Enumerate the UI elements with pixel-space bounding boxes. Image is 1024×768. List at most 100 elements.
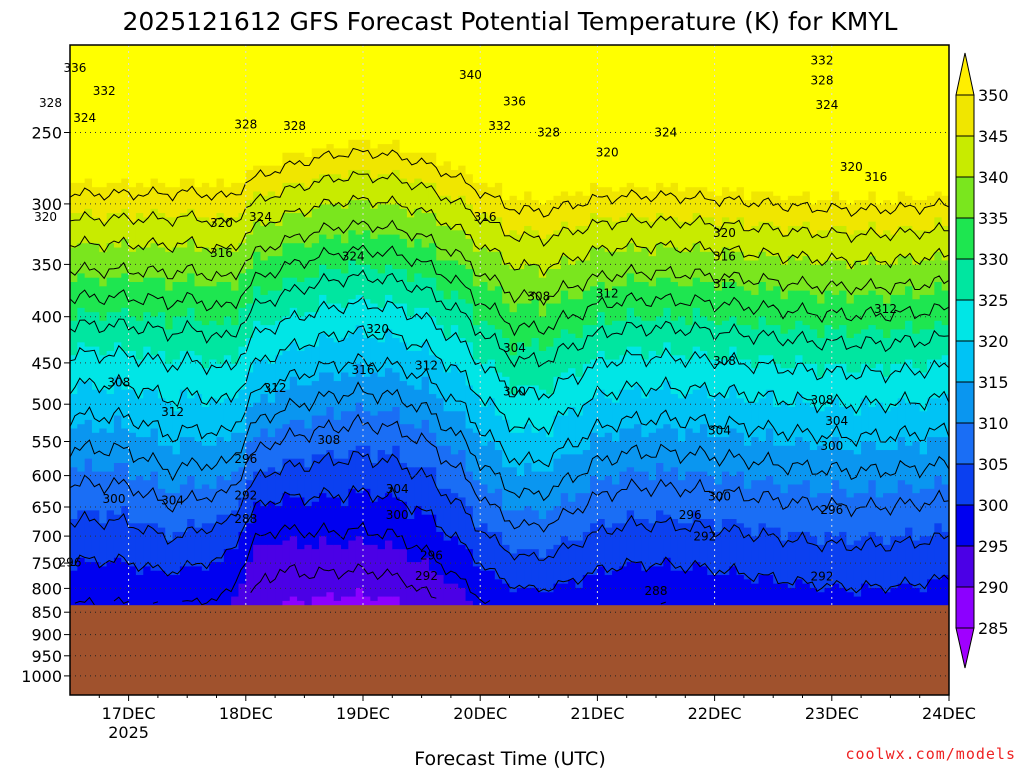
theta-band-cell <box>853 415 862 455</box>
theta-band-cell <box>773 527 782 585</box>
theta-band-cell <box>868 480 877 533</box>
theta-band-cell <box>502 200 511 236</box>
theta-band-cell <box>172 45 181 188</box>
theta-band-cell <box>809 45 818 206</box>
theta-band-cell <box>216 247 225 283</box>
theta-band-cell <box>721 247 730 283</box>
theta-band-cell <box>143 247 152 279</box>
theta-band-cell <box>392 497 401 550</box>
theta-band-cell <box>809 204 818 236</box>
theta-band-cell <box>414 152 423 180</box>
theta-band-cell <box>626 389 635 430</box>
theta-band-cell <box>443 411 452 447</box>
theta-band-cell <box>282 152 291 184</box>
theta-band-cell <box>311 312 320 348</box>
theta-band-cell <box>905 527 913 585</box>
theta-band-cell <box>275 506 284 546</box>
theta-band-cell <box>546 592 555 606</box>
theta-band-cell <box>355 45 364 141</box>
theta-band-cell <box>487 251 496 292</box>
theta-band-cell <box>406 182 415 218</box>
theta-band-cell <box>231 45 240 184</box>
theta-band-cell <box>363 139 371 171</box>
theta-band-cell <box>326 544 335 593</box>
theta-band-cell <box>297 213 305 244</box>
theta-band-cell <box>934 45 943 193</box>
theta-band-cell <box>84 562 93 606</box>
theta-band-cell <box>795 394 804 438</box>
theta-band-cell <box>253 286 262 322</box>
theta-band-cell <box>575 338 584 378</box>
theta-band-cell <box>399 424 408 464</box>
theta-band-cell <box>773 45 782 197</box>
theta-band-cell <box>289 182 298 214</box>
theta-band-cell <box>524 424 533 464</box>
theta-band-cell <box>619 355 628 391</box>
theta-band-cell <box>619 320 628 356</box>
theta-band-cell <box>377 234 386 274</box>
theta-band-cell <box>84 510 93 563</box>
theta-band-cell <box>399 501 408 550</box>
theta-band-cell <box>765 290 774 326</box>
theta-band-cell <box>663 247 672 279</box>
theta-band-cell <box>905 286 913 322</box>
theta-band-cell <box>912 333 921 369</box>
theta-band-cell <box>392 269 401 305</box>
theta-band-cell <box>348 260 357 300</box>
theta-band-cell <box>428 432 437 468</box>
theta-band-cell <box>538 428 547 473</box>
theta-band-cell <box>707 320 716 361</box>
theta-band-cell <box>194 394 203 443</box>
theta-band-cell <box>648 45 657 193</box>
theta-band-cell <box>370 148 379 180</box>
theta-band-cell <box>172 247 181 283</box>
theta-band-cell <box>656 277 664 318</box>
theta-band-cell <box>450 169 459 201</box>
theta-band-cell <box>765 325 774 356</box>
theta-band-cell <box>289 307 298 343</box>
theta-band-cell <box>319 174 327 206</box>
theta-band-cell <box>84 208 93 244</box>
theta-band-cell <box>289 458 298 499</box>
theta-band-cell <box>106 243 115 279</box>
theta-band-cell <box>165 329 174 365</box>
theta-band-cell <box>172 575 181 606</box>
theta-band-cell <box>897 363 906 399</box>
theta-band-cell <box>751 536 760 585</box>
theta-band-cell <box>883 200 891 231</box>
colorbar-swatch <box>955 258 975 301</box>
theta-band-cell <box>509 394 518 434</box>
theta-band-cell <box>297 600 305 606</box>
theta-band-cell <box>780 200 789 236</box>
theta-band-cell <box>348 299 357 335</box>
contour-label: 320 <box>210 216 233 230</box>
theta-band-cell <box>758 480 767 524</box>
colorbar-label: 285 <box>978 619 1009 638</box>
theta-band-cell <box>150 45 159 180</box>
theta-band-cell <box>919 260 928 296</box>
contour-label: 320 <box>366 322 389 336</box>
contour-label: 324 <box>342 249 365 263</box>
theta-band-cell <box>875 329 884 365</box>
theta-band-cell <box>297 182 305 214</box>
theta-band-cell <box>516 475 525 511</box>
theta-band-cell <box>883 544 891 593</box>
theta-band-cell <box>275 256 284 292</box>
theta-band-cell <box>765 575 774 606</box>
theta-band-cell <box>905 45 913 197</box>
theta-band-cell <box>721 437 730 473</box>
theta-band-cell <box>699 282 708 318</box>
theta-band-cell <box>641 471 650 520</box>
contour-label: 304 <box>161 493 184 507</box>
colorbar-swatch <box>955 217 975 260</box>
theta-band-cell <box>663 514 672 559</box>
theta-band-cell <box>560 221 569 257</box>
theta-band-cell <box>890 329 899 365</box>
theta-band-cell <box>553 338 562 378</box>
contour-line <box>70 147 949 218</box>
theta-band-cell <box>677 286 686 318</box>
theta-band-cell <box>751 368 760 404</box>
theta-band-cell <box>377 45 386 145</box>
theta-band-cell <box>91 187 100 218</box>
contour-line <box>70 413 949 533</box>
